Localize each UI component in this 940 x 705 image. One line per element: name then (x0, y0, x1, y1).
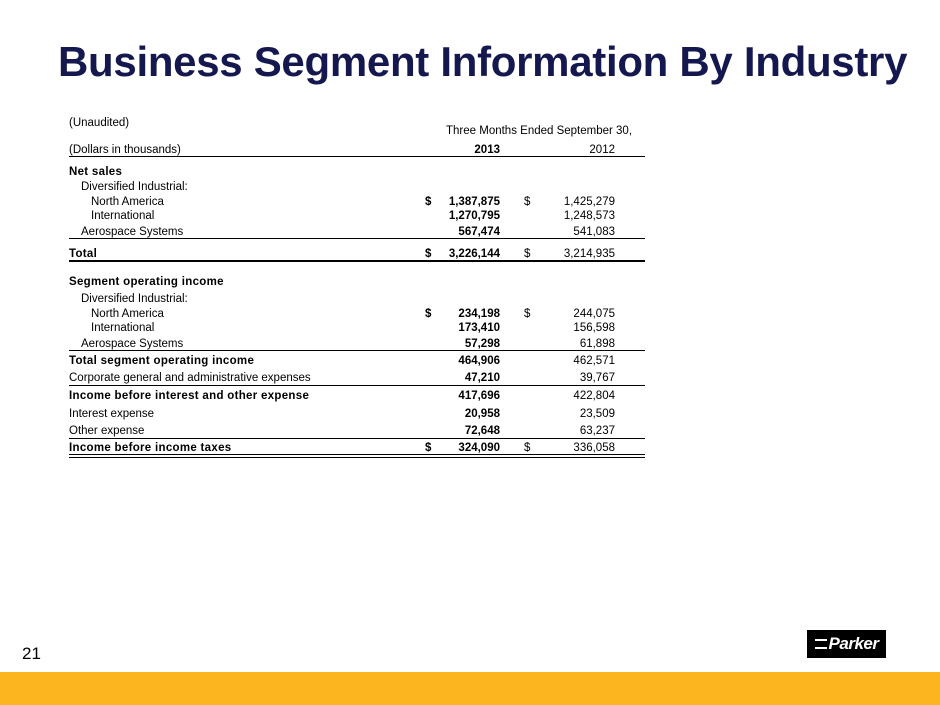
value-2012: 63,237 (579, 425, 615, 437)
segment-group-row: Diversified Industrial: (69, 292, 645, 307)
table-row: Aerospace Systems 57,298 61,898 (69, 337, 645, 352)
page-title: Business Segment Information By Industry (58, 38, 908, 85)
period-label: Three Months Ended September 30, (446, 125, 633, 137)
value-2012: 61,898 (579, 338, 615, 350)
total-row: Total $ 3,226,144 $ 3,214,935 (69, 247, 645, 262)
segment-heading-row: Segment operating income (69, 275, 645, 290)
year-2012-header: 2012 (589, 144, 615, 156)
diversified-industrial-label: Diversified Industrial: (81, 293, 188, 305)
value-2013: 3,226,144 (448, 248, 500, 260)
value-2013: 417,696 (458, 390, 500, 402)
total-segment-row: Total segment operating income 464,906 4… (69, 354, 645, 369)
dollar-sign: $ (524, 442, 531, 454)
value-2013: 72,648 (464, 425, 500, 437)
row-label: North America (91, 308, 164, 320)
row-label: Corporate general and administrative exp… (69, 372, 311, 384)
row-label: Interest expense (69, 408, 155, 420)
table-row: International 173,410 156,598 (69, 321, 645, 336)
value-2013: 234,198 (458, 308, 500, 320)
row-label: Other expense (69, 425, 145, 437)
value-2013: 324,090 (458, 442, 500, 454)
row-divider (69, 438, 645, 439)
segment-income-heading: Segment operating income (69, 276, 224, 288)
footer-bar (0, 672, 940, 705)
row-label: Aerospace Systems (81, 226, 184, 238)
row-label: Aerospace Systems (81, 338, 184, 350)
dollar-sign: $ (524, 248, 531, 260)
dollar-sign: $ (425, 248, 432, 260)
net-sales-group-row: Diversified Industrial: (69, 180, 645, 195)
value-2013: 47,210 (464, 372, 500, 384)
table-row: International 1,270,795 1,248,573 (69, 209, 645, 224)
header-divider (69, 156, 645, 157)
row-label: Total segment operating income (69, 355, 255, 367)
row-divider (69, 385, 645, 386)
value-2012: 1,425,279 (563, 196, 615, 208)
row-label: Total (69, 248, 98, 260)
value-2012: 39,767 (579, 372, 615, 384)
dollar-sign: $ (425, 442, 432, 454)
value-2013: 1,387,875 (448, 196, 500, 208)
value-2013: 57,298 (464, 338, 500, 350)
table-row: Aerospace Systems 567,474 541,083 (69, 225, 645, 240)
row-label: Income before interest and other expense (69, 390, 310, 402)
header-row-top: (Unaudited) Three Months Ended September… (69, 117, 645, 137)
interest-row: Interest expense 20,958 23,509 (69, 407, 645, 422)
value-2012: 462,571 (573, 355, 615, 367)
income-before-interest-row: Income before interest and other expense… (69, 389, 645, 404)
row-label: North America (91, 196, 164, 208)
value-2013: 567,474 (458, 226, 500, 238)
final-double-divider (69, 454, 645, 458)
dollar-sign: $ (425, 196, 432, 208)
value-2012: 244,075 (573, 308, 615, 320)
value-2012: 156,598 (573, 322, 615, 334)
table-row: North America $ 1,387,875 $ 1,425,279 (69, 195, 645, 210)
year-2013-header: 2013 (474, 144, 500, 156)
unaudited-label: (Unaudited) (69, 117, 130, 129)
page-number: 21 (22, 644, 41, 663)
other-expense-row: Other expense 72,648 63,237 (69, 424, 645, 439)
corporate-row: Corporate general and administrative exp… (69, 371, 645, 386)
dollar-sign: $ (524, 196, 531, 208)
value-2013: 173,410 (458, 322, 500, 334)
parker-logo: Parker (807, 630, 886, 658)
income-before-taxes-row: Income before income taxes $ 324,090 $ 3… (69, 441, 645, 456)
value-2012: 422,804 (573, 390, 615, 402)
value-2013: 464,906 (458, 355, 500, 367)
dollar-sign: $ (524, 308, 531, 320)
value-2012: 23,509 (579, 408, 615, 420)
parker-logo-mark-icon (814, 639, 827, 649)
value-2013: 1,270,795 (448, 210, 500, 222)
value-2013: 20,958 (464, 408, 500, 420)
total-divider (69, 260, 645, 262)
value-2012: 1,248,573 (563, 210, 615, 222)
diversified-industrial-label: Diversified Industrial: (81, 181, 188, 193)
row-divider (69, 350, 645, 351)
row-label: International (91, 210, 155, 222)
row-label: International (91, 322, 155, 334)
value-2012: 3,214,935 (563, 248, 615, 260)
value-2012: 336,058 (573, 442, 615, 454)
value-2012: 541,083 (573, 226, 615, 238)
net-sales-heading: Net sales (69, 166, 123, 178)
units-label: (Dollars in thousands) (69, 144, 181, 156)
net-sales-heading-row: Net sales (69, 165, 645, 180)
dollar-sign: $ (425, 308, 432, 320)
table-row: North America $ 234,198 $ 244,075 (69, 307, 645, 322)
header-row-units: (Dollars in thousands) 2013 2012 (69, 143, 645, 158)
row-label: Income before income taxes (69, 442, 232, 454)
logo-text: Parker (828, 634, 879, 653)
row-divider (69, 238, 645, 239)
